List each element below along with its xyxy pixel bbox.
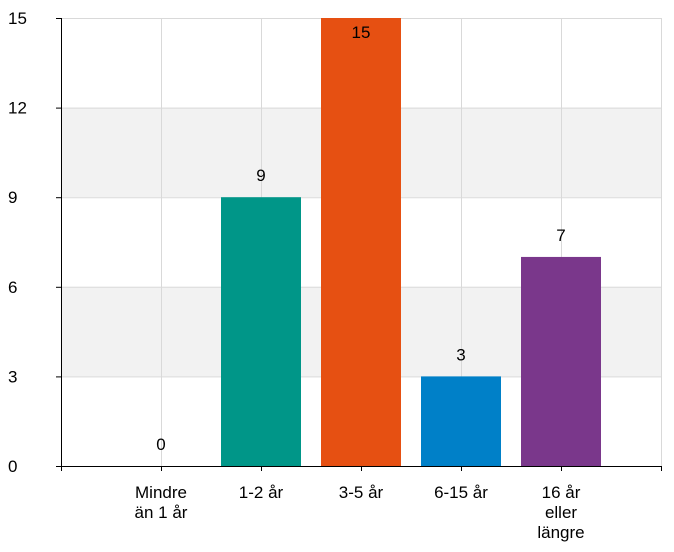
y-tick-label: 9 [8,188,17,207]
data-label: 9 [256,166,265,185]
x-category-label: 1-2 år [239,483,284,502]
x-category-label: 16 år eller längre [537,483,584,542]
y-tick-label: 15 [8,9,27,28]
x-category-label-line: 16 år [542,483,581,502]
y-tick-label: 3 [8,367,17,386]
bars [221,18,601,466]
bar [421,376,501,466]
x-category-label: Mindre än 1 år [135,483,188,522]
x-category-label: 3-5 år [339,483,384,502]
bar [221,197,301,466]
x-category-label-line: 3-5 år [339,483,384,502]
x-category-label-line: Mindre [135,483,187,502]
data-labels: 0 9 15 3 7 [156,23,565,454]
x-category-label-line: längre [537,523,584,542]
y-tick-labels: 0 3 6 9 12 15 [8,9,27,476]
axes [56,18,662,471]
y-tick-label: 0 [8,457,17,476]
bar [321,18,401,466]
x-category-label-line: 1-2 år [239,483,284,502]
data-label: 0 [156,435,165,454]
x-category-label-line: 6-15 år [434,483,488,502]
data-label: 3 [456,345,465,364]
x-category-label: 6-15 år [434,483,488,502]
y-tick-label: 6 [8,278,17,297]
x-category-label-line: eller [545,503,577,522]
data-label: 7 [556,226,565,245]
x-category-label-line: än 1 år [135,503,188,522]
data-label: 15 [352,23,371,42]
x-category-labels: Mindre än 1 år 1-2 år 3-5 år 6-15 år 16 år ell… [135,483,585,542]
y-tick-label: 12 [8,99,27,118]
bar [521,256,601,466]
